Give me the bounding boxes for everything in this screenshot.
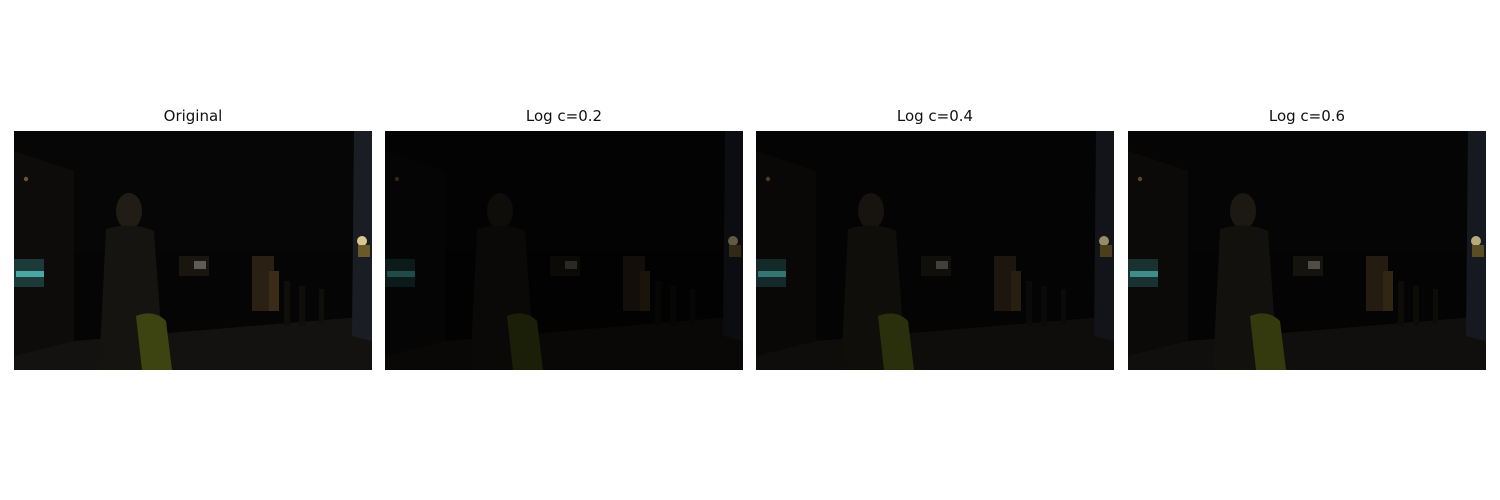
mid-shop-sign bbox=[1308, 261, 1320, 269]
pedestrian-2 bbox=[670, 286, 676, 326]
night-street-photo bbox=[1128, 131, 1486, 370]
right-shop-light bbox=[1383, 271, 1393, 311]
yellow-bag bbox=[507, 313, 543, 370]
night-street-photo bbox=[756, 131, 1114, 370]
mid-shop-sign bbox=[194, 261, 206, 269]
panel-title: Original bbox=[163, 107, 223, 125]
yellow-bag bbox=[1250, 313, 1286, 370]
mid-shop-sign bbox=[936, 261, 948, 269]
pedestrian-2 bbox=[1413, 286, 1419, 326]
pedestrian-3 bbox=[319, 289, 324, 324]
panel-log-c-0-2: Log c=0.2 bbox=[385, 105, 743, 370]
pedestrian-2 bbox=[299, 286, 305, 326]
street-lamp bbox=[765, 176, 771, 182]
street-lamp bbox=[23, 176, 29, 182]
person-head bbox=[487, 193, 513, 229]
right-lamp-sign bbox=[1472, 245, 1484, 257]
left-building bbox=[1128, 151, 1188, 356]
yellow-bag bbox=[136, 313, 172, 370]
right-lamp-sign bbox=[729, 245, 741, 257]
person-head bbox=[1230, 193, 1256, 229]
right-shop-front bbox=[252, 256, 274, 311]
left-building bbox=[385, 151, 445, 356]
right-shop-front bbox=[994, 256, 1016, 311]
pedestrian-1 bbox=[1026, 281, 1032, 326]
pedestrian-3 bbox=[1433, 289, 1438, 324]
left-shop-light bbox=[16, 271, 44, 277]
left-shop-light bbox=[1130, 271, 1158, 277]
right-shop-front bbox=[623, 256, 645, 311]
pedestrian-3 bbox=[1061, 289, 1066, 324]
right-lamp-glow bbox=[728, 236, 738, 246]
pedestrian-2 bbox=[1041, 286, 1047, 326]
pedestrian-1 bbox=[284, 281, 290, 326]
panel-log-c-0-6: Log c=0.6 bbox=[1128, 105, 1486, 370]
panel-title: Log c=0.4 bbox=[896, 107, 974, 125]
pedestrian-1 bbox=[655, 281, 661, 326]
yellow-bag bbox=[878, 313, 914, 370]
left-building bbox=[14, 151, 74, 356]
right-lamp-glow bbox=[1099, 236, 1109, 246]
right-shop-light bbox=[269, 271, 279, 311]
panel-title: Log c=0.2 bbox=[525, 107, 603, 125]
panel-original: Original bbox=[14, 105, 372, 370]
mid-shop-sign bbox=[565, 261, 577, 269]
pedestrian-1 bbox=[1398, 281, 1404, 326]
right-lamp-glow bbox=[357, 236, 367, 246]
right-shop-light bbox=[640, 271, 650, 311]
right-lamp-glow bbox=[1471, 236, 1481, 246]
left-shop-light bbox=[387, 271, 415, 277]
right-shop-front bbox=[1366, 256, 1388, 311]
street-lamp bbox=[1137, 176, 1143, 182]
panel-title: Log c=0.6 bbox=[1268, 107, 1346, 125]
street-lamp bbox=[394, 176, 400, 182]
person-head bbox=[858, 193, 884, 229]
person-head bbox=[116, 193, 142, 229]
night-street-photo bbox=[385, 131, 743, 370]
night-street-photo bbox=[14, 131, 372, 370]
right-lamp-sign bbox=[1100, 245, 1112, 257]
pedestrian-3 bbox=[690, 289, 695, 324]
right-shop-light bbox=[1011, 271, 1021, 311]
panel-log-c-0-4: Log c=0.4 bbox=[756, 105, 1114, 370]
left-shop-light bbox=[758, 271, 786, 277]
left-building bbox=[756, 151, 816, 356]
right-lamp-sign bbox=[358, 245, 370, 257]
